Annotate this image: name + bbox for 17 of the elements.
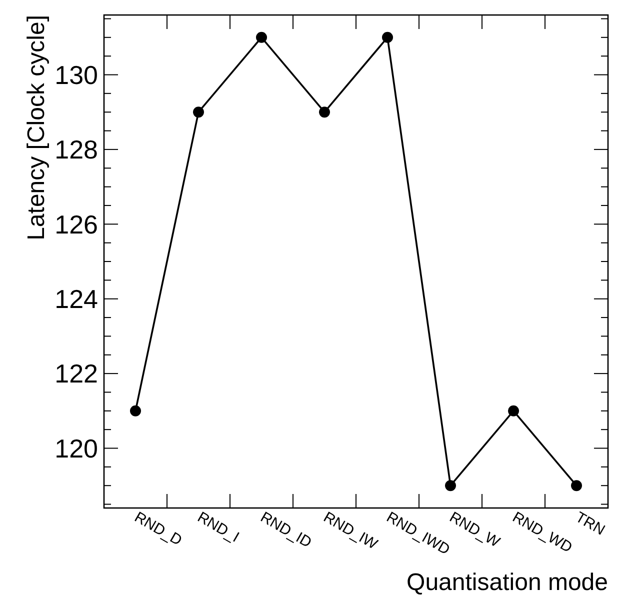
point bbox=[256, 32, 267, 43]
point bbox=[445, 480, 456, 492]
y-axis-title: Latency [Clock cycle] bbox=[23, 15, 50, 240]
y-tick-label: 124 bbox=[54, 284, 98, 314]
y-tick-label: 130 bbox=[54, 60, 98, 90]
x-axis-title: Quantisation mode bbox=[406, 569, 608, 596]
point bbox=[571, 480, 582, 492]
point bbox=[193, 106, 204, 118]
y-tick-label: 128 bbox=[54, 134, 98, 165]
y-tick-label: 122 bbox=[54, 358, 98, 389]
y-tick-label: 120 bbox=[54, 433, 98, 464]
y-tick-label: 126 bbox=[54, 209, 98, 240]
point bbox=[319, 106, 330, 118]
point bbox=[508, 405, 519, 416]
x-tick-label: TRN bbox=[572, 508, 608, 539]
point bbox=[130, 405, 141, 416]
point bbox=[382, 32, 393, 43]
